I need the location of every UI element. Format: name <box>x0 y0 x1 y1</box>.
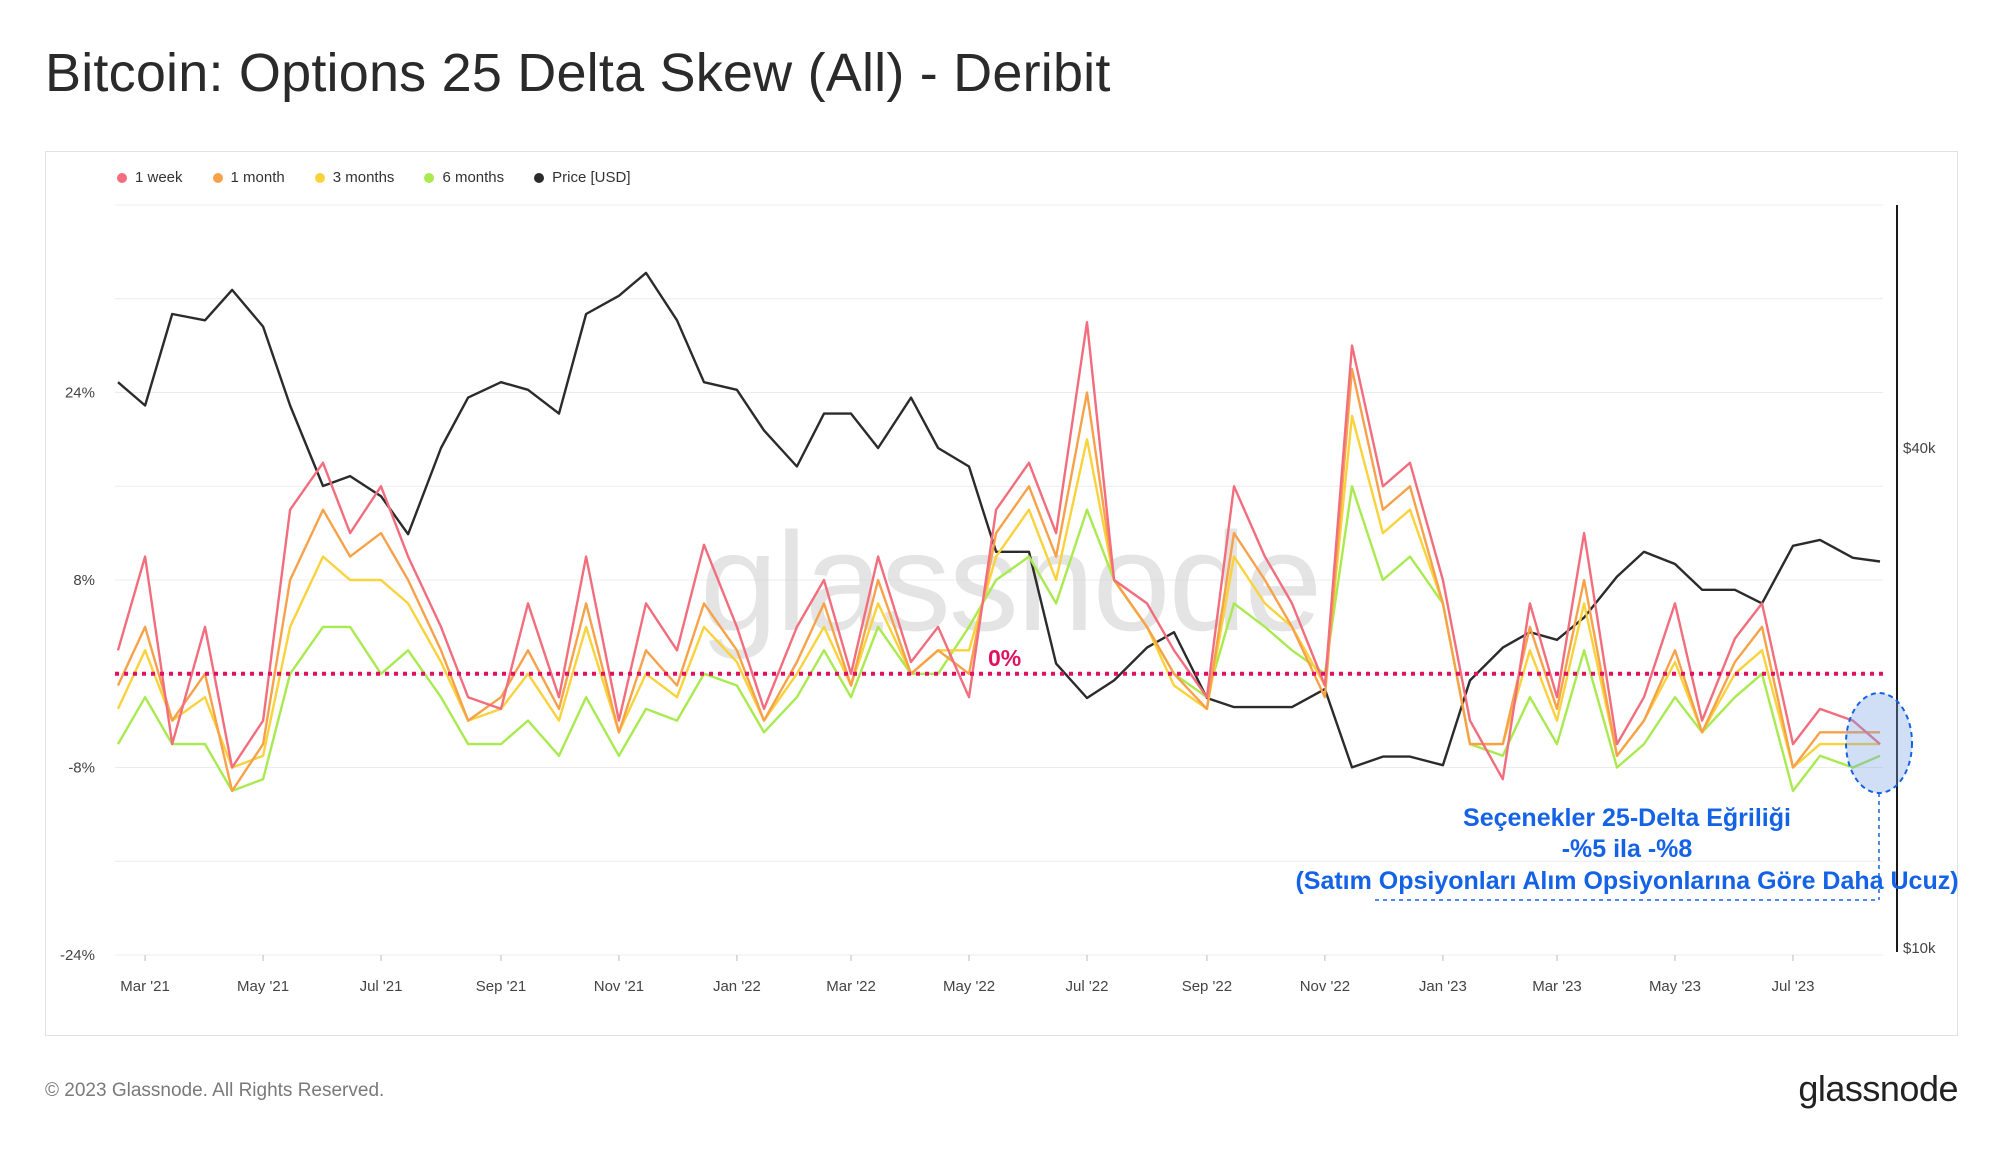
series-line-price-usd- <box>117 271 1881 769</box>
x-tick-label: Jan '23 <box>1419 978 1467 995</box>
chart-legend: 1 week 1 month 3 months 6 months Price [… <box>117 169 631 186</box>
series-line-3-months <box>116 414 1880 769</box>
zero-reference-label: 0% <box>988 645 1021 671</box>
x-tick-label: Nov '22 <box>1300 978 1350 995</box>
legend-item-3-months[interactable]: 3 months <box>314 169 395 186</box>
annotation-line-2: -%5 ila -%8 <box>1562 835 1693 863</box>
legend-dot-icon <box>424 172 435 183</box>
series-line-6-months <box>116 485 1881 793</box>
legend-label: 6 months <box>442 169 505 186</box>
x-tick-label: Jul '22 <box>1066 978 1109 995</box>
y-right-tick-label: $40k <box>1903 440 1936 457</box>
x-tick-label: Jul '21 <box>360 978 403 995</box>
series-layer <box>116 271 1881 793</box>
x-tick-label: Mar '22 <box>826 978 876 995</box>
x-tick-label: May '23 <box>1649 978 1701 995</box>
y-right-tick-label: $10k <box>1903 940 1936 957</box>
legend-item-6-months[interactable]: 6 months <box>424 169 504 186</box>
legend-label: 3 months <box>332 169 395 186</box>
legend-label: 1 week <box>135 169 183 186</box>
y-left-tick-label: 24% <box>65 385 95 402</box>
x-tick-label: Nov '21 <box>594 978 644 995</box>
x-tick-label: Mar '23 <box>1532 978 1582 995</box>
legend-item-1-month[interactable]: 1 month <box>212 169 285 186</box>
x-tick-label: Sep '21 <box>476 978 526 995</box>
axes: 24% 8% -8% -24% $40k $10k Mar '21 May '21 Jul '2… <box>60 205 1936 995</box>
legend-label: Price [USD] <box>552 169 631 186</box>
x-tick-label: Mar '21 <box>120 978 170 995</box>
x-tick-label: Jul '23 <box>1772 978 1815 995</box>
annotation-layer: 0% Seçenekler 25-Delta Eğriliği -%5 ila -%… <box>115 645 1959 901</box>
annotation-line-3: (Satım Opsiyonları Alım Opsiyonlarına Gö… <box>1295 867 1958 895</box>
y-left-tick-label: 8% <box>73 572 95 589</box>
footer-copyright: © 2023 Glassnode. All Rights Reserved. <box>45 1080 385 1101</box>
y-left-tick-label: -24% <box>60 947 95 964</box>
gridlines <box>115 204 1883 956</box>
legend-item-price[interactable]: Price [USD] <box>534 169 631 186</box>
x-tick-label: Jan '22 <box>713 978 761 995</box>
x-tick-label: May '22 <box>943 978 995 995</box>
y-left-tick-label: -8% <box>68 760 95 777</box>
footer-logo: glassnode <box>1798 1068 1958 1109</box>
x-tick-label: May '21 <box>237 978 289 995</box>
annotation-line-1: Seçenekler 25-Delta Eğriliği <box>1463 804 1791 832</box>
x-tick-label: Sep '22 <box>1182 978 1232 995</box>
legend-label: 1 month <box>230 169 285 186</box>
series-line-1-week <box>116 321 1881 781</box>
legend-dot-icon <box>117 172 127 183</box>
series-line-1-month <box>116 367 1880 793</box>
legend-dot-icon <box>314 172 325 183</box>
chart-frame <box>45 151 1958 1036</box>
legend-item-1-week[interactable]: 1 week <box>117 169 183 186</box>
page-title: Bitcoin: Options 25 Delta Skew (All) - D… <box>45 43 1111 103</box>
legend-dot-icon <box>212 172 223 183</box>
legend-dot-icon <box>534 172 545 183</box>
annotation-highlight-ellipse <box>1845 692 1913 794</box>
